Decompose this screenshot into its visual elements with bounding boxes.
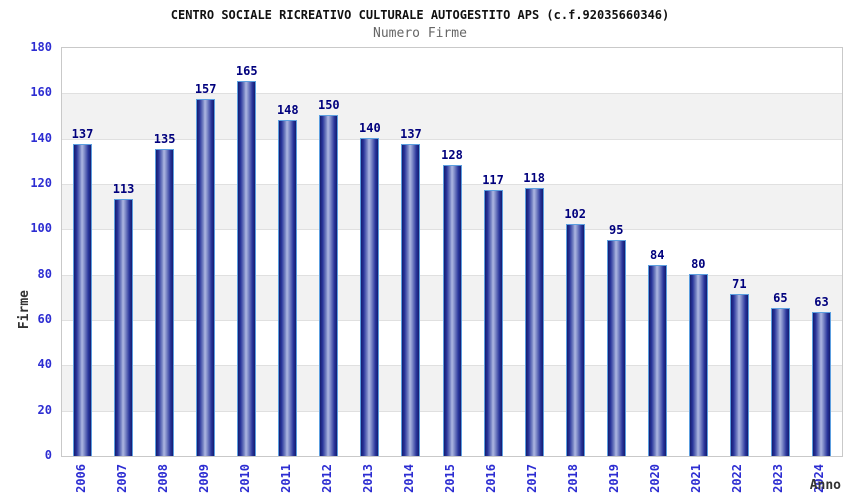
bar-value-label: 157 [194,82,217,97]
x-axis-title: Anno [809,478,841,493]
y-axis-title: Firme [17,290,32,330]
y-tick-label: 140 [30,130,52,145]
y-tick-label: 160 [30,85,52,100]
bar-value-label: 137 [400,127,422,142]
y-tick-label: 60 [37,312,52,326]
bar [196,99,216,456]
bar [360,137,380,456]
x-tick-label: 2021 [689,464,704,493]
y-tick-label: 180 [30,40,52,54]
x-tick-label: 2007 [114,464,129,493]
bar-value-label: 148 [276,102,299,117]
x-tick-label: 2009 [196,464,211,493]
bar [114,198,134,456]
chart-subtitle: Numero Firme [373,26,467,41]
bar-value-label: 135 [153,132,176,146]
bar-value-label: 137 [71,127,94,142]
bar-value-label: 140 [359,120,381,135]
bar-value-label: 71 [732,277,747,292]
plot-area: 137 113 135 157 165 148 150 140 137 128 117 118 102 9… [61,47,843,457]
bar-value-label: 113 [112,181,135,196]
bar-value-label: 102 [564,206,586,221]
plot-band [62,93,842,139]
bar-value-label: 150 [317,98,340,112]
bar [770,307,790,456]
x-tick-label: 2015 [443,464,457,493]
x-tick-label: 2011 [278,464,293,493]
bar [442,164,462,456]
bar-value-label: 165 [235,64,258,78]
bar [811,312,831,456]
gridline [62,93,842,95]
bar [319,115,339,456]
bar [401,144,421,456]
bar [606,239,626,456]
bar [237,81,257,456]
y-tick-label: 100 [30,221,52,236]
y-tick-label: 40 [37,357,52,372]
bar-value-label: 84 [650,247,665,262]
bar-value-label: 65 [773,290,788,305]
y-tick-label: 80 [37,266,52,281]
bar [729,294,749,456]
bar [155,149,175,456]
bar [278,119,298,456]
x-tick-label: 2008 [155,464,170,493]
x-tick-label: 2020 [648,464,663,493]
bar-value-label: 117 [482,172,504,187]
bar-value-label: 118 [523,170,545,185]
x-tick-label: 2013 [360,464,375,493]
bar-value-label: 63 [814,295,829,310]
y-tick-label: 0 [44,448,52,462]
x-tick-label: 2023 [771,464,786,493]
bar-value-label: 95 [608,222,624,237]
bar [647,264,667,456]
x-tick-label: 2006 [73,464,88,493]
x-tick-label: 2018 [566,464,581,493]
x-tick-label: 2016 [484,464,499,493]
bar [483,189,503,456]
x-tick-label: 2010 [237,464,252,493]
bar [688,273,708,456]
bar-value-label: 80 [691,256,706,271]
x-tick-label: 2022 [730,464,745,493]
y-tick-label: 120 [30,176,52,190]
y-tick-label: 20 [37,402,52,417]
chart-title: CENTRO SOCIALE RICREATIVO CULTURALE AUTO… [170,8,670,22]
x-tick-label: 2012 [319,464,334,493]
bar [524,187,544,456]
x-tick-label: 2017 [525,464,540,493]
x-tick-label: 2019 [607,464,622,493]
bar [565,223,585,456]
bar-value-label: 128 [441,147,463,162]
gridline [62,138,842,140]
x-tick-label: 2014 [401,464,416,493]
bar [73,144,93,456]
